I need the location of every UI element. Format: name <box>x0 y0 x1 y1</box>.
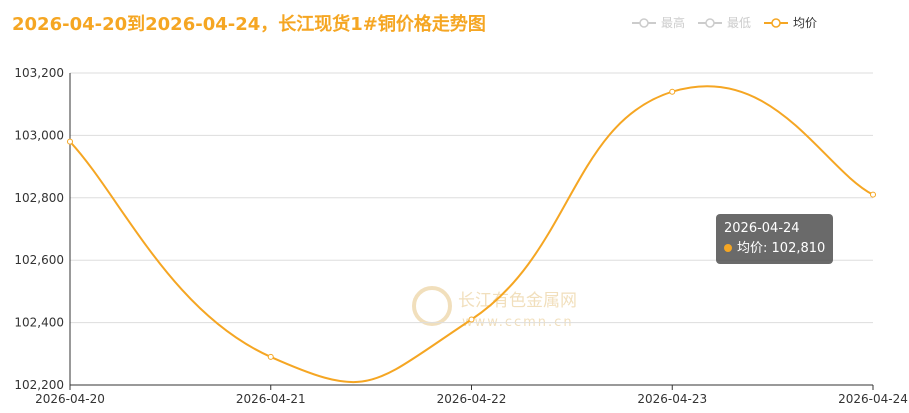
tooltip-series: 均价 <box>737 241 772 256</box>
watermark-logo <box>412 286 452 326</box>
point <box>267 353 274 360</box>
legend-label: 最高 <box>661 15 685 30</box>
legend-label: 最低 <box>727 16 751 30</box>
legend-marker <box>639 18 649 28</box>
x-tick-label: 2026-04-23 <box>637 392 707 406</box>
x-tick-label: 2026-04-22 <box>437 392 507 406</box>
tooltip-row: 均价102,810 <box>724 239 825 259</box>
legend-marker <box>705 18 715 28</box>
tooltip-dot <box>724 244 732 252</box>
point <box>468 316 475 323</box>
y-tick-label: 102,200 <box>14 378 64 392</box>
y-tick-label: 103,200 <box>14 66 64 80</box>
point <box>67 138 73 145</box>
legend-label: 均价 <box>793 16 817 30</box>
x-tick-label: 2026-04-21 <box>236 392 306 406</box>
x-tick-label: 2026-04-20 <box>35 392 105 406</box>
y-tick-label: 103,000 <box>14 128 64 142</box>
tooltip-title: 2026-04-24 <box>724 221 800 236</box>
watermark-text: 长江有色金属网 <box>458 291 577 311</box>
y-tick-label: 102,800 <box>14 191 64 205</box>
legend-marker <box>771 18 781 28</box>
tooltip-value: 102,810 <box>771 241 826 256</box>
x-tick-label: 2026-04-24 <box>838 392 908 406</box>
point <box>870 191 876 198</box>
chart-title: 2026-04-20到2026-04-24，长江现货1#铜价格走势图 <box>12 13 486 35</box>
tooltip: 2026-04-24 均价102,810 <box>716 214 834 264</box>
y-tick-label: 102,600 <box>14 253 64 267</box>
y-tick-label: 102,400 <box>14 316 64 330</box>
point <box>669 88 676 95</box>
